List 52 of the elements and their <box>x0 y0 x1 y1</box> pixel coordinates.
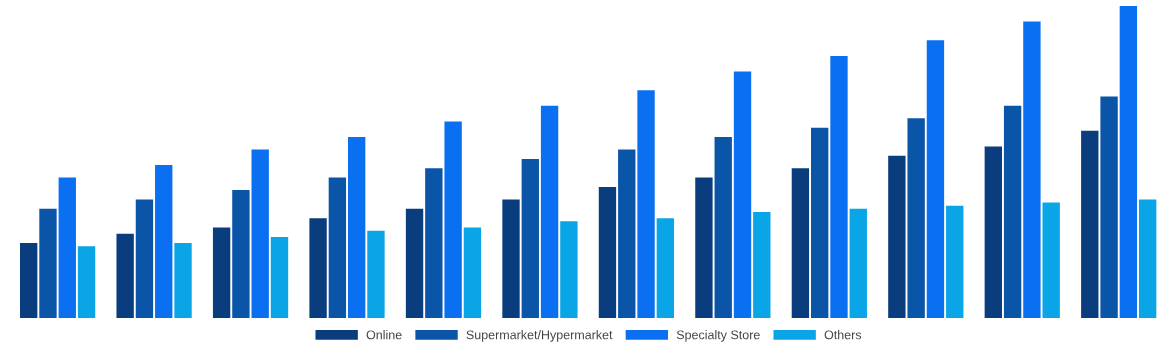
bar <box>328 177 347 318</box>
bar <box>1023 21 1041 318</box>
bar <box>77 246 96 318</box>
bar <box>946 205 964 318</box>
bar <box>1100 96 1118 318</box>
bar <box>849 208 867 318</box>
bar <box>232 190 250 318</box>
bar <box>656 218 675 318</box>
legend-label: Others <box>824 330 862 340</box>
bar <box>637 90 655 318</box>
bar <box>984 146 1002 318</box>
bar <box>174 243 192 318</box>
bar <box>405 208 424 318</box>
bar <box>1042 202 1060 318</box>
bar <box>347 137 366 318</box>
bar <box>811 127 829 318</box>
bar <box>540 105 559 318</box>
bar <box>39 208 57 318</box>
bar <box>367 230 385 318</box>
bar <box>135 199 154 318</box>
bar <box>714 137 732 318</box>
bar <box>116 233 134 318</box>
bar <box>20 243 38 318</box>
bar <box>251 149 269 318</box>
bar <box>695 177 713 318</box>
bar <box>560 221 578 318</box>
legend-label: Online <box>366 330 402 340</box>
bar <box>1081 130 1099 318</box>
legend-label: Supermarket/Hypermarket <box>466 330 613 342</box>
bar <box>1119 6 1138 318</box>
bar <box>444 121 462 318</box>
bar <box>926 40 945 318</box>
bar <box>309 218 327 318</box>
bar <box>463 227 482 318</box>
bar <box>733 71 752 318</box>
bar <box>1003 105 1022 318</box>
bar <box>888 155 906 318</box>
legend-label: Specialty Store <box>676 330 760 342</box>
bar <box>155 165 173 318</box>
bar <box>58 177 76 318</box>
bar <box>753 211 771 318</box>
bar <box>907 118 925 318</box>
bar <box>270 236 289 318</box>
bar <box>212 227 231 318</box>
bar <box>425 168 443 318</box>
bar <box>521 158 539 318</box>
bar <box>598 186 617 318</box>
bar <box>791 168 810 318</box>
bar <box>618 149 636 318</box>
bar <box>830 55 848 318</box>
bar <box>1138 199 1157 318</box>
bar <box>502 199 520 318</box>
